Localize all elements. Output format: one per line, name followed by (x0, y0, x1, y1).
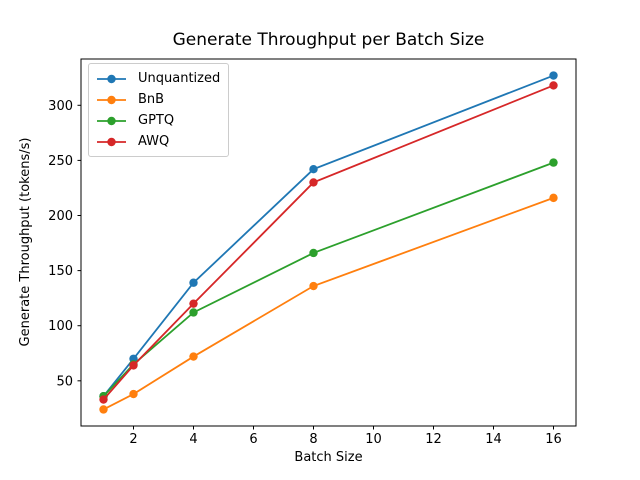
legend-label: GPTQ (138, 113, 175, 128)
series-marker-bnb (189, 352, 198, 361)
series-marker-awq (549, 81, 558, 90)
x-tick-label: 10 (365, 432, 382, 447)
series-marker-unquantized (309, 165, 318, 174)
legend-sample-icon (97, 116, 126, 125)
x-tick-label: 2 (129, 432, 137, 447)
y-tick-label: 200 (48, 209, 73, 224)
y-tick-label: 150 (48, 264, 73, 279)
series-marker-bnb (129, 389, 138, 399)
legend: Unquantized BnB GPTQ AWQ (88, 63, 230, 157)
series-marker-unquantized (189, 278, 198, 287)
series-marker-awq (99, 395, 108, 404)
series-marker-awq (309, 178, 318, 187)
x-tick-label: 6 (249, 432, 257, 447)
legend-label: BnB (138, 92, 165, 107)
series-marker-bnb (549, 193, 558, 203)
legend-sample-icon (97, 137, 126, 146)
x-tick-label: 8 (309, 432, 317, 447)
y-tick-label: 100 (48, 319, 73, 334)
series-marker-gptq (549, 158, 558, 167)
series-marker-bnb (309, 281, 318, 291)
x-axis-label: Batch Size (294, 450, 363, 465)
legend-item-gptq: GPTQ (95, 110, 220, 131)
legend-item-unquantized: Unquantized (95, 68, 220, 89)
legend-sample-icon (97, 95, 126, 104)
legend-item-bnb: BnB (95, 89, 220, 110)
series-marker-awq (189, 299, 198, 308)
series-line-gptq (102, 161, 554, 397)
y-axis-label-text: Generate Throughput (tokens/s) (18, 137, 33, 347)
legend-sample-icon (97, 74, 126, 83)
series-marker-bnb (99, 405, 108, 414)
x-tick-label: 4 (189, 432, 197, 447)
x-tick-label: 14 (485, 432, 502, 447)
series-marker-gptq (309, 248, 318, 258)
y-tick-label: 250 (48, 154, 73, 169)
y-tick-label: 300 (48, 99, 73, 114)
series-marker-unquantized (549, 71, 558, 80)
series-line-bnb (103, 197, 554, 411)
chart-title: Generate Throughput per Batch Size (172, 30, 485, 50)
x-tick-label: 12 (425, 432, 442, 447)
axes-spines (80, 58, 577, 427)
legend-item-awq: AWQ (95, 131, 220, 152)
x-tick-label: 16 (545, 432, 562, 447)
legend-label: AWQ (138, 134, 170, 149)
y-tick-label: 50 (56, 374, 73, 389)
series-marker-gptq (189, 308, 198, 317)
series-marker-awq (129, 361, 138, 370)
legend-label: Unquantized (138, 71, 221, 86)
